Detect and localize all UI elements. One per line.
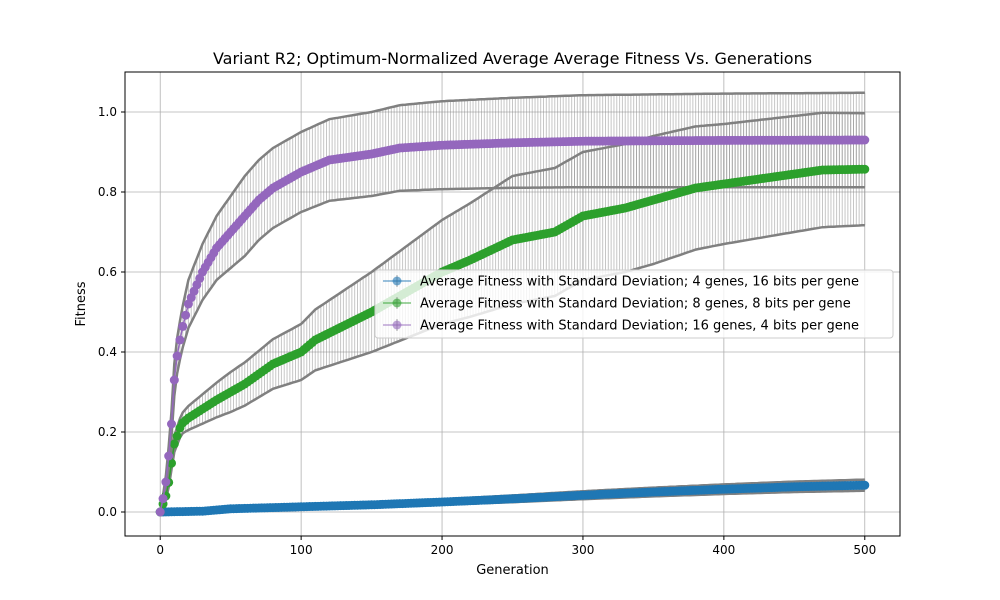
legend-label: Average Fitness with Standard Deviation;…	[420, 275, 859, 290]
legend-marker	[392, 320, 402, 330]
data-point	[178, 321, 188, 331]
legend-item: Average Fitness with Standard Deviation;…	[383, 275, 859, 290]
legend-label: Average Fitness with Standard Deviation;…	[420, 297, 851, 312]
errorbar-caps-lower	[158, 185, 865, 513]
legend-marker	[392, 298, 402, 308]
errorbar-caps-upper	[159, 111, 865, 513]
ticks: 0 100 200 300 400 500 0.0 0.2 0.4 0.6 0.8 1.0	[98, 105, 876, 557]
data-point	[167, 419, 176, 429]
x-tick-label: 300	[572, 543, 595, 557]
data-point	[158, 494, 168, 504]
y-axis-label: Fitness	[74, 281, 89, 326]
data-point	[161, 477, 171, 487]
y-tick-label: 1.0	[98, 105, 117, 119]
data-point	[172, 431, 182, 441]
x-tick-label: 0	[156, 543, 164, 557]
series-3	[155, 135, 870, 517]
y-tick-label: 0.0	[98, 505, 117, 519]
legend-item: Average Fitness with Standard Deviation;…	[383, 319, 859, 334]
data-point	[164, 451, 174, 461]
data-point	[860, 135, 870, 145]
x-tick-label: 500	[853, 543, 876, 557]
x-tick-label: 200	[431, 543, 454, 557]
data-point	[169, 439, 179, 449]
x-tick-label: 400	[712, 543, 735, 557]
errorbar-caps-upper	[158, 91, 865, 513]
plot-frame	[124, 71, 901, 537]
y-tick-label: 0.8	[98, 185, 117, 199]
data-point	[860, 164, 870, 174]
x-axis-label: Generation	[476, 563, 549, 578]
data-point	[167, 458, 176, 468]
y-tick-label: 0.6	[98, 265, 117, 279]
legend-box	[374, 269, 894, 339]
data-point	[860, 480, 870, 490]
data-point	[155, 507, 165, 517]
chart-title: Variant R2; Optimum-Normalized Average A…	[213, 49, 812, 68]
y-tick-label: 0.2	[98, 425, 117, 439]
data-point	[181, 310, 191, 320]
legend: Average Fitness with Standard Deviation;…	[374, 269, 894, 339]
legend-item: Average Fitness with Standard Deviation;…	[383, 297, 851, 312]
data-point	[175, 335, 185, 345]
x-tick-label: 100	[290, 543, 313, 557]
data-point	[169, 375, 179, 385]
legend-label: Average Fitness with Standard Deviation;…	[420, 319, 859, 334]
series-1	[155, 480, 870, 517]
legend-marker	[392, 276, 402, 286]
data-point	[172, 351, 182, 361]
y-tick-label: 0.4	[98, 345, 117, 359]
